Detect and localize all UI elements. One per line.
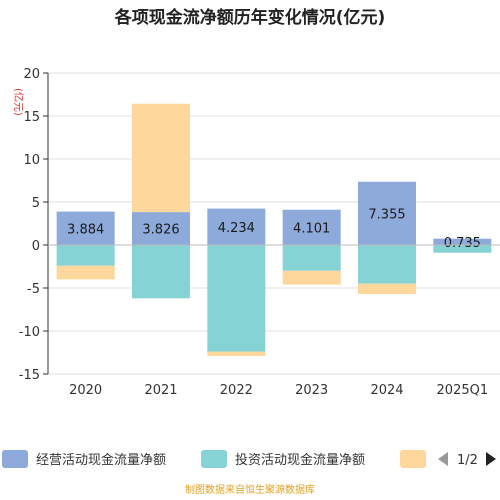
bar-series-2-2024[interactable]: [358, 283, 416, 295]
bar-series-1-2024[interactable]: [358, 245, 416, 284]
bar-series-1-2022[interactable]: [207, 245, 266, 352]
data-label-2023: 4.101: [293, 221, 330, 236]
x-tick-label: 2021: [144, 383, 177, 398]
bar-series-0-2024[interactable]: [358, 181, 416, 245]
y-axis-unit: (亿元): [12, 88, 25, 116]
data-labels: 3.884 3.826 4.234 4.101 7.355 0.735: [67, 207, 481, 250]
bar-series-2-2023[interactable]: [282, 270, 341, 285]
y-tick-label: -5: [27, 282, 40, 297]
data-label-2024: 7.355: [368, 207, 405, 222]
grid: [48, 72, 500, 375]
y-tick-label: 5: [32, 196, 40, 211]
legend-pager: 1/2: [457, 453, 478, 468]
bar-series-2-2021[interactable]: [132, 103, 190, 213]
x-tick-label: 2023: [295, 383, 328, 398]
x-tick-label: 2024: [370, 383, 403, 398]
bar-series-0-2020[interactable]: [56, 211, 115, 245]
y-tick-label: 20: [23, 67, 40, 82]
y-tick-label: 15: [23, 110, 40, 125]
chart-title: 各项现金流净额历年变化情况(亿元): [114, 7, 386, 28]
legend-swatch-investing: [201, 450, 227, 468]
x-tick-label: 2025Q1: [437, 383, 489, 398]
legend: 经营活动现金流量净额 投资活动现金流量净额 1/2: [2, 450, 496, 468]
legend-label-investing: 投资活动现金流量净额: [235, 452, 365, 468]
bar-series-0-2022[interactable]: [207, 208, 266, 245]
bars: [56, 103, 492, 356]
bar-series-2-2020[interactable]: [56, 265, 115, 280]
bar-series-2-2022[interactable]: [207, 351, 266, 356]
bar-series-1-2025Q1[interactable]: [433, 245, 492, 253]
x-tick-label: 2022: [220, 383, 253, 398]
bar-series-1-2020[interactable]: [56, 245, 115, 266]
legend-label-operating: 经营活动现金流量净额: [36, 452, 166, 468]
data-label-2020: 3.884: [67, 222, 104, 237]
y-tick-label: -10: [19, 325, 40, 340]
data-label-2021: 3.826: [142, 223, 179, 238]
legend-swatch-financing: [400, 450, 426, 468]
bar-series-0-2023[interactable]: [282, 209, 341, 245]
bar-series-1-2023[interactable]: [282, 245, 341, 271]
y-tick-label: 10: [23, 153, 40, 168]
y-axis: 20 15 10 5 0 -5 -10 -15: [19, 67, 500, 383]
bar-series-0-2021[interactable]: [132, 212, 190, 245]
y-tick-label: -15: [19, 368, 40, 383]
x-axis: 2020 2021 2022 2023 2024 2025Q1: [69, 383, 488, 398]
data-label-2025Q1: 0.735: [444, 236, 481, 251]
data-label-2022: 4.234: [218, 221, 255, 236]
legend-swatch-operating: [2, 450, 28, 468]
data-source: 制图数据来自恒生聚源数据库: [185, 483, 315, 496]
legend-next-icon[interactable]: [486, 452, 496, 466]
legend-prev-icon[interactable]: [438, 452, 448, 466]
bar-series-1-2021[interactable]: [132, 245, 190, 299]
bar-series-0-2025Q1[interactable]: [433, 238, 492, 245]
y-tick-label: 0: [32, 239, 40, 254]
x-tick-label: 2020: [69, 383, 102, 398]
